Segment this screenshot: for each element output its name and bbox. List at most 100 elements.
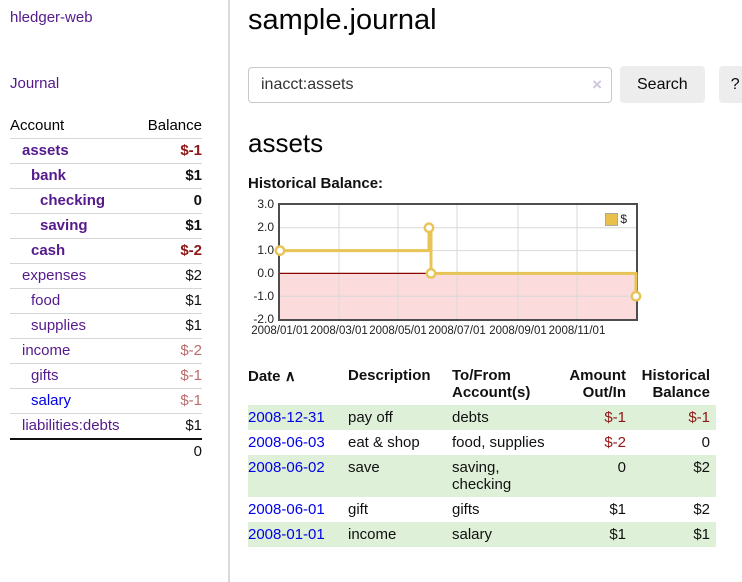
- transaction-balance: $1: [632, 522, 716, 547]
- page-title: sample.journal: [248, 4, 437, 36]
- register-row: 2008-06-02 save saving, checking 0 $2: [248, 455, 716, 497]
- register-row: 2008-06-01 gift gifts $1 $2: [248, 497, 716, 522]
- account-row: gifts $-1: [10, 363, 202, 389]
- account-link-liabilities-debts[interactable]: liabilities:debts: [22, 417, 120, 434]
- account-balance-table: Account Balance assets $-1 bank $1 check…: [10, 114, 202, 464]
- transaction-description: pay off: [348, 405, 452, 430]
- transaction-date-link[interactable]: 2008-12-31: [248, 409, 325, 426]
- transaction-description: eat & shop: [348, 434, 420, 451]
- x-tick-label: 2008/03/01: [310, 325, 368, 337]
- account-balance: $1: [138, 413, 202, 440]
- transaction-description: save: [348, 455, 452, 497]
- account-link-food[interactable]: food: [31, 292, 61, 309]
- account-link-supplies[interactable]: supplies: [31, 317, 87, 334]
- transaction-date-link[interactable]: 2008-06-01: [248, 501, 325, 518]
- transaction-description: income: [348, 522, 452, 547]
- account-balance: $2: [138, 263, 202, 289]
- search-input[interactable]: [248, 66, 612, 103]
- account-balance: $-1: [138, 363, 202, 389]
- sort-ascending-icon: ∧: [284, 368, 296, 385]
- transaction-date-link[interactable]: 2008-01-01: [248, 526, 325, 543]
- historical-balance-chart: 3.0 2.0 1.0 0.0 -1.0 -2.0: [248, 197, 668, 347]
- transaction-date-link[interactable]: 2008-06-02: [248, 459, 325, 476]
- chart-legend: $: [605, 212, 627, 226]
- column-header-amount: Amount Out/In: [569, 367, 626, 401]
- x-tick-label: 2008/05/01: [369, 325, 427, 337]
- clear-search-icon[interactable]: ×: [592, 74, 602, 94]
- transaction-amount: $1: [609, 501, 626, 518]
- transaction-amount: $-2: [604, 434, 626, 451]
- x-tick-label: 2008/01/01: [251, 325, 309, 337]
- transaction-accounts: food, supplies: [452, 434, 545, 451]
- sidebar: hledger-web Journal Account Balance asse…: [0, 0, 230, 582]
- account-link-saving[interactable]: saving: [40, 217, 88, 234]
- transaction-description: gift: [348, 501, 369, 518]
- account-total-row: 0: [10, 438, 202, 464]
- account-row: salary $-1: [10, 388, 202, 414]
- x-tick-label: 2008/07/01: [428, 325, 486, 337]
- account-link-assets[interactable]: assets: [22, 142, 69, 159]
- main-content: sample.journal × Search ? assets Histori…: [230, 0, 742, 582]
- account-column-header: Account: [10, 114, 139, 139]
- column-header-accounts: To/From Account(s): [452, 367, 531, 401]
- account-balance: $-2: [138, 338, 202, 364]
- account-link-salary[interactable]: salary: [31, 392, 72, 409]
- account-link-checking[interactable]: checking: [40, 192, 106, 209]
- transaction-balance: 0: [701, 434, 710, 451]
- account-heading: assets: [248, 128, 324, 158]
- y-tick-label: -1.0: [253, 289, 274, 303]
- account-link-bank[interactable]: bank: [31, 167, 67, 184]
- register-row: 2008-12-31 pay off debts $-1 $-1: [248, 405, 716, 430]
- column-header-balance: Historical Balance: [641, 367, 710, 401]
- transaction-accounts: gifts: [452, 501, 480, 518]
- chart-canvas: [274, 205, 642, 319]
- account-link-gifts[interactable]: gifts: [31, 367, 59, 384]
- x-tick-label: 2008/09/01: [489, 325, 547, 337]
- transaction-balance: $2: [632, 455, 716, 497]
- register-header-row: Date ∧ Description To/From Account(s) Am…: [248, 365, 716, 405]
- brand-link[interactable]: hledger-web: [10, 9, 93, 26]
- transaction-balance: $-1: [632, 405, 716, 430]
- account-balance: $-1: [138, 388, 202, 414]
- account-row: liabilities:debts $1: [10, 413, 202, 440]
- register-row: 2008-06-03 eat & shop food, supplies $-2…: [248, 430, 716, 455]
- transaction-accounts: debts: [452, 405, 556, 430]
- account-balance: $1: [138, 163, 202, 189]
- y-tick-label: 3.0: [257, 197, 274, 211]
- account-row: supplies $1: [10, 313, 202, 339]
- account-balance: $-1: [138, 138, 202, 164]
- transaction-amount: $-1: [556, 405, 632, 430]
- column-header-date[interactable]: Date ∧: [248, 368, 296, 385]
- account-balance: $1: [138, 288, 202, 314]
- chart-title: Historical Balance:: [248, 175, 384, 192]
- y-tick-label: 2.0: [257, 220, 274, 234]
- account-total-balance: 0: [138, 438, 202, 464]
- data-point-markers: [274, 222, 642, 302]
- y-tick-label: 1.0: [257, 243, 274, 257]
- transaction-amount: $1: [556, 522, 632, 547]
- legend-label: $: [620, 212, 627, 226]
- y-tick-label: -2.0: [253, 312, 274, 326]
- account-row: assets $-1: [10, 138, 202, 164]
- sidebar-item-journal[interactable]: Journal: [10, 75, 60, 92]
- legend-swatch-icon: [605, 212, 619, 226]
- balance-column-header: Balance: [138, 114, 202, 139]
- column-header-description: Description: [348, 367, 431, 384]
- help-button[interactable]: ?: [718, 66, 742, 103]
- account-link-cash[interactable]: cash: [31, 242, 66, 259]
- account-balance: 0: [138, 188, 202, 214]
- account-row: income $-2: [10, 338, 202, 364]
- transaction-accounts: saving, checking: [452, 455, 556, 497]
- transaction-date-link[interactable]: 2008-06-03: [248, 434, 325, 451]
- account-link-expenses[interactable]: expenses: [22, 267, 87, 284]
- account-link-income[interactable]: income: [22, 342, 71, 359]
- transaction-accounts: salary: [452, 522, 556, 547]
- register-table: Date ∧ Description To/From Account(s) Am…: [248, 365, 716, 547]
- transaction-amount: 0: [556, 455, 632, 497]
- account-row: checking 0: [10, 188, 202, 214]
- account-row: expenses $2: [10, 263, 202, 289]
- account-row: saving $1: [10, 213, 202, 239]
- search-form: × Search ?: [248, 66, 742, 103]
- search-button[interactable]: Search: [620, 66, 705, 103]
